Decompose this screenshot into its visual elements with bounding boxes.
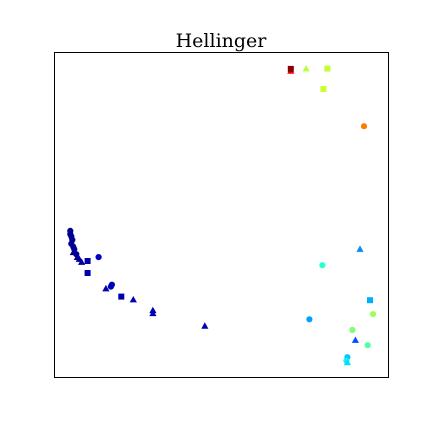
data-point-circle-10 — [370, 311, 376, 317]
data-point-square-9 — [367, 297, 373, 303]
data-point-circle-12 — [349, 327, 355, 333]
data-point-circle-6 — [361, 123, 367, 129]
data-point-square-36 — [118, 294, 124, 300]
plot-area-frame — [55, 53, 389, 378]
data-point-square-32 — [85, 270, 91, 276]
data-point-square-30 — [85, 258, 91, 264]
data-point-square-4 — [324, 66, 330, 72]
data-point-circle-11 — [306, 316, 312, 322]
data-point-circle-34 — [108, 284, 114, 290]
data-point-circle-31 — [96, 254, 102, 260]
data-point-square-5 — [320, 86, 326, 92]
data-point-circle-8 — [319, 262, 325, 268]
chart-title: Hellinger — [176, 30, 268, 52]
data-point-circle-14 — [365, 342, 371, 348]
data-point-square-2 — [288, 66, 294, 72]
